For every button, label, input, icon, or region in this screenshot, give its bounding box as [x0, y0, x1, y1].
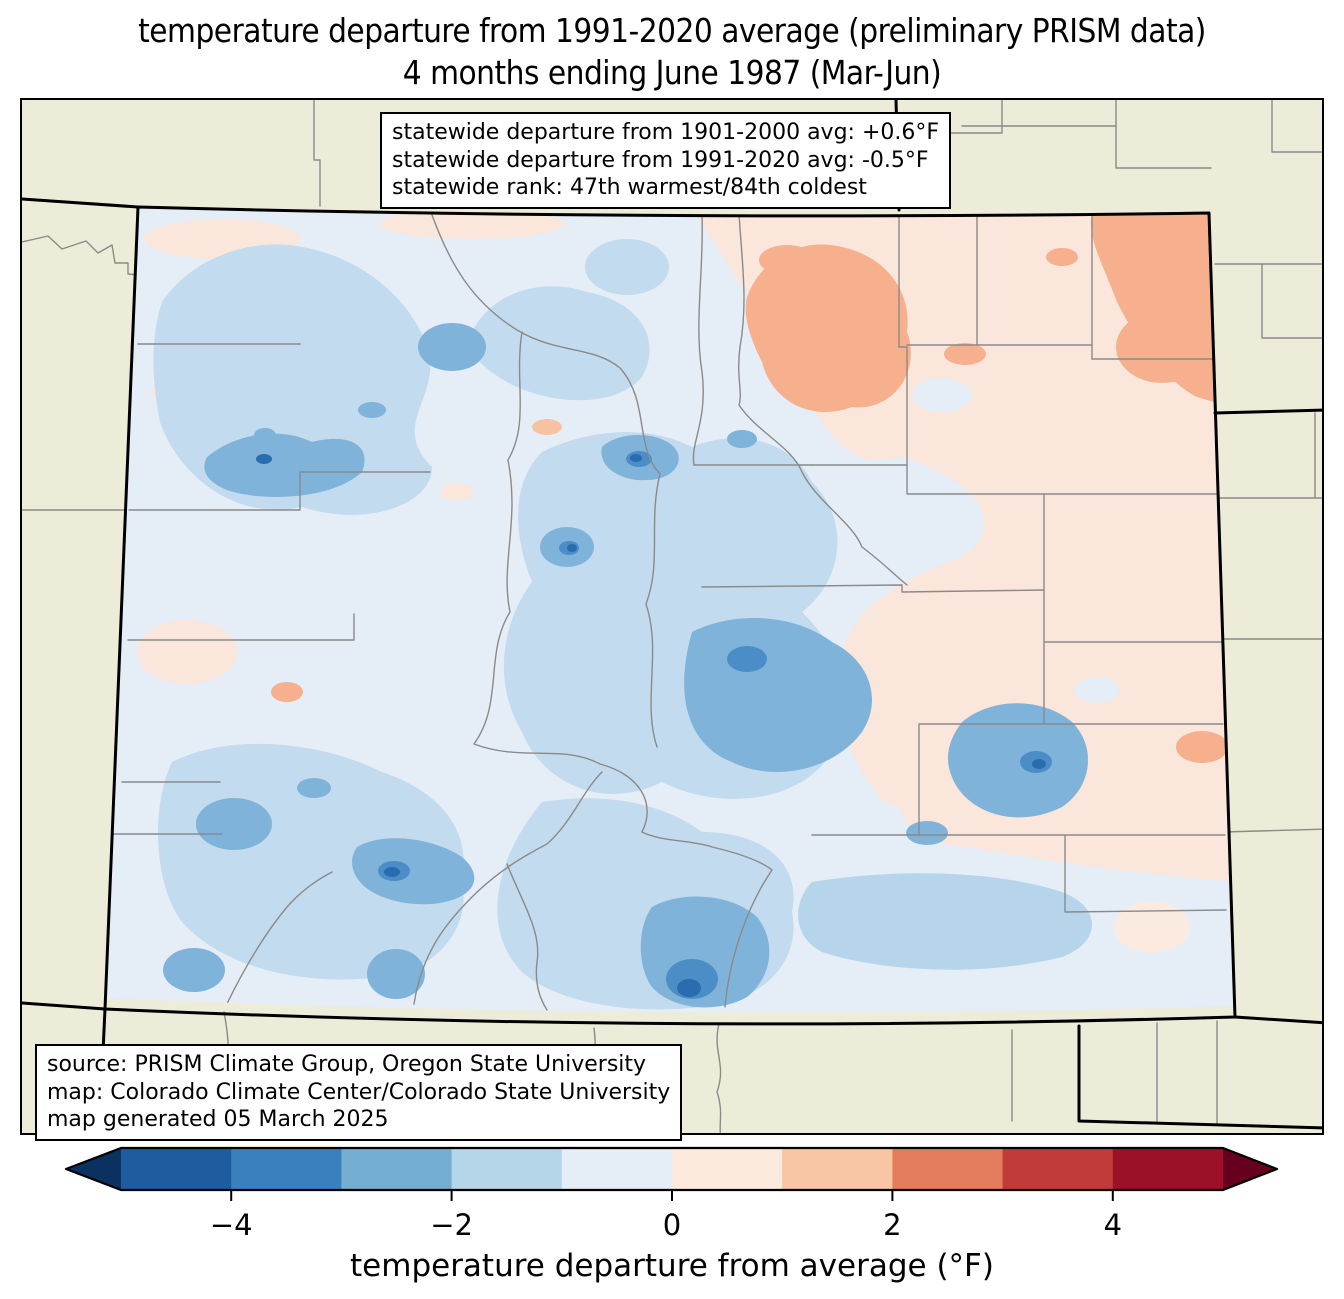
stats-line2: statewide departure from 1991-2020 avg: …: [392, 147, 929, 173]
colorbar-tick-label: 0: [663, 1208, 681, 1242]
colorado-map: [22, 100, 1322, 1133]
warmest-blobs: [271, 214, 1228, 763]
colorbar-tick-label: 4: [1104, 1208, 1122, 1242]
colorbar-outline: [64, 1146, 1279, 1192]
colorbar-label: temperature departure from average (°F): [350, 1248, 994, 1284]
coldest-spots: [256, 454, 1046, 997]
medium-cool-blobs: [163, 323, 1089, 1008]
colorbar-segment: [341, 1148, 453, 1190]
colorbar-segment: [121, 1148, 232, 1190]
colorbar-segment: [561, 1148, 673, 1190]
colorbar-over-arrow: [1223, 1148, 1277, 1190]
colorbar: −4 −2 0 2 4: [64, 1146, 1279, 1242]
colorbar-segment: [1002, 1148, 1114, 1190]
colorbar-under-arrow: [66, 1148, 121, 1190]
source-line3: map generated 05 March 2025: [47, 1107, 389, 1133]
colorbar-segment: [782, 1148, 893, 1190]
stats-line1: statewide departure from 1901-2000 avg: …: [392, 120, 940, 145]
colorado-fill: [106, 207, 1235, 1013]
colorbar-segment: [672, 1148, 783, 1190]
colorado-county-lines: [106, 213, 1227, 1011]
colorbar-segment: [892, 1148, 1004, 1190]
source-line2: map: Colorado Climate Center/Colorado St…: [47, 1079, 671, 1105]
map-frame: statewide departure from 1901-2000 avg: …: [20, 98, 1324, 1142]
colorbar-segment: [1112, 1148, 1224, 1190]
colorbar-segment: [231, 1148, 342, 1190]
colorado-outline: [103, 205, 1237, 1026]
chart-title: temperature departure from 1991-2020 ave…: [0, 10, 1344, 94]
title-line2: 4 months ending June 1987 (Mar-Jun): [402, 52, 942, 92]
colorbar-segment: [451, 1148, 563, 1190]
source-box: source: PRISM Climate Group, Oregon Stat…: [35, 1044, 683, 1142]
title-line1: temperature departure from 1991-2020 ave…: [138, 11, 1206, 50]
colorbar-tick-label: −4: [210, 1208, 253, 1242]
colorbar-tick-label: −2: [430, 1208, 473, 1242]
stats-line3: statewide rank: 47th warmest/84th coldes…: [392, 175, 867, 201]
colorbar-tick-label: 2: [883, 1208, 901, 1242]
stats-box: statewide departure from 1901-2000 avg: …: [380, 112, 952, 210]
source-line1: source: PRISM Climate Group, Oregon Stat…: [47, 1052, 647, 1077]
